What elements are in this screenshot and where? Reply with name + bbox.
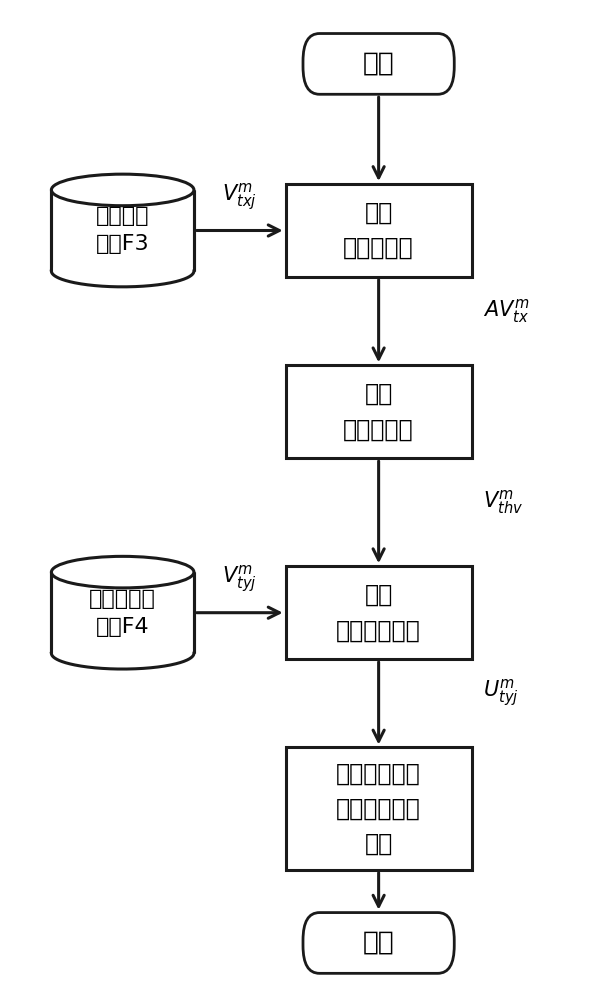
- Text: 计算
电压归算值: 计算 电压归算值: [344, 382, 414, 442]
- Bar: [52, 572, 194, 653]
- Ellipse shape: [52, 174, 194, 206]
- Bar: [52, 190, 194, 271]
- Ellipse shape: [52, 255, 194, 287]
- Text: 结束: 结束: [363, 930, 395, 956]
- Ellipse shape: [52, 637, 194, 669]
- FancyBboxPatch shape: [303, 34, 454, 94]
- Text: 计算
等效电压数据: 计算 等效电压数据: [336, 583, 421, 642]
- Bar: [285, 747, 471, 870]
- Text: 计算
加权平均值: 计算 加权平均值: [344, 201, 414, 260]
- Text: 开始: 开始: [363, 51, 395, 77]
- Text: $V_{tyj}^{m}$: $V_{tyj}^{m}$: [222, 564, 257, 595]
- Text: $AV_{tx}^{m}$: $AV_{tx}^{m}$: [484, 297, 530, 325]
- Text: $V_{txj}^{m}$: $V_{txj}^{m}$: [222, 182, 257, 213]
- Text: $U_{tyj}^{m}$: $U_{tyj}^{m}$: [484, 678, 519, 709]
- Ellipse shape: [52, 556, 194, 588]
- Text: 历史电压
数据F3: 历史电压 数据F3: [96, 207, 150, 254]
- FancyBboxPatch shape: [303, 913, 454, 973]
- Bar: [285, 365, 471, 458]
- Text: $V_{thv}^{m}$: $V_{thv}^{m}$: [484, 488, 524, 516]
- Bar: [285, 566, 471, 659]
- Text: 待识别电压
数据F4: 待识别电压 数据F4: [89, 589, 156, 637]
- Bar: [285, 184, 471, 277]
- Text: 同一电压等级
下的电压量测
数据: 同一电压等级 下的电压量测 数据: [336, 761, 421, 856]
